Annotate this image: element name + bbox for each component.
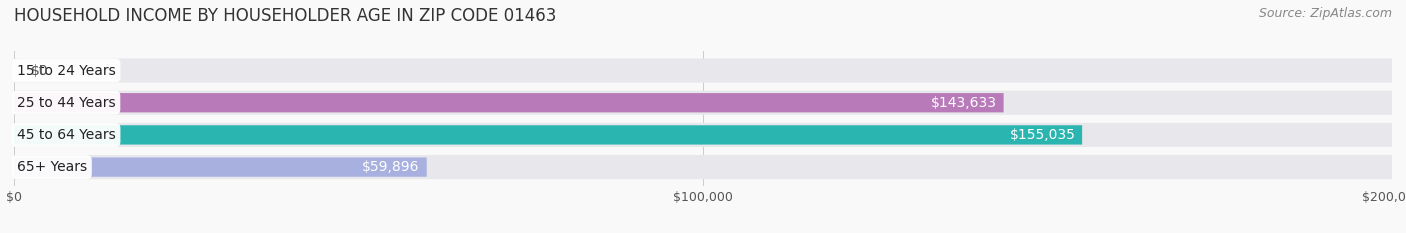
Text: 65+ Years: 65+ Years: [17, 160, 87, 174]
FancyBboxPatch shape: [14, 125, 1083, 144]
Text: 25 to 44 Years: 25 to 44 Years: [17, 96, 115, 110]
Text: 15 to 24 Years: 15 to 24 Years: [17, 64, 115, 78]
Text: $59,896: $59,896: [363, 160, 420, 174]
Text: $0: $0: [31, 64, 48, 78]
FancyBboxPatch shape: [14, 123, 1392, 147]
FancyBboxPatch shape: [14, 91, 1392, 115]
Text: 45 to 64 Years: 45 to 64 Years: [17, 128, 115, 142]
Text: $155,035: $155,035: [1010, 128, 1076, 142]
Text: $143,633: $143,633: [931, 96, 997, 110]
FancyBboxPatch shape: [14, 93, 1004, 112]
Text: Source: ZipAtlas.com: Source: ZipAtlas.com: [1258, 7, 1392, 20]
FancyBboxPatch shape: [14, 155, 1392, 179]
Text: HOUSEHOLD INCOME BY HOUSEHOLDER AGE IN ZIP CODE 01463: HOUSEHOLD INCOME BY HOUSEHOLDER AGE IN Z…: [14, 7, 557, 25]
FancyBboxPatch shape: [14, 158, 426, 177]
FancyBboxPatch shape: [14, 58, 1392, 83]
